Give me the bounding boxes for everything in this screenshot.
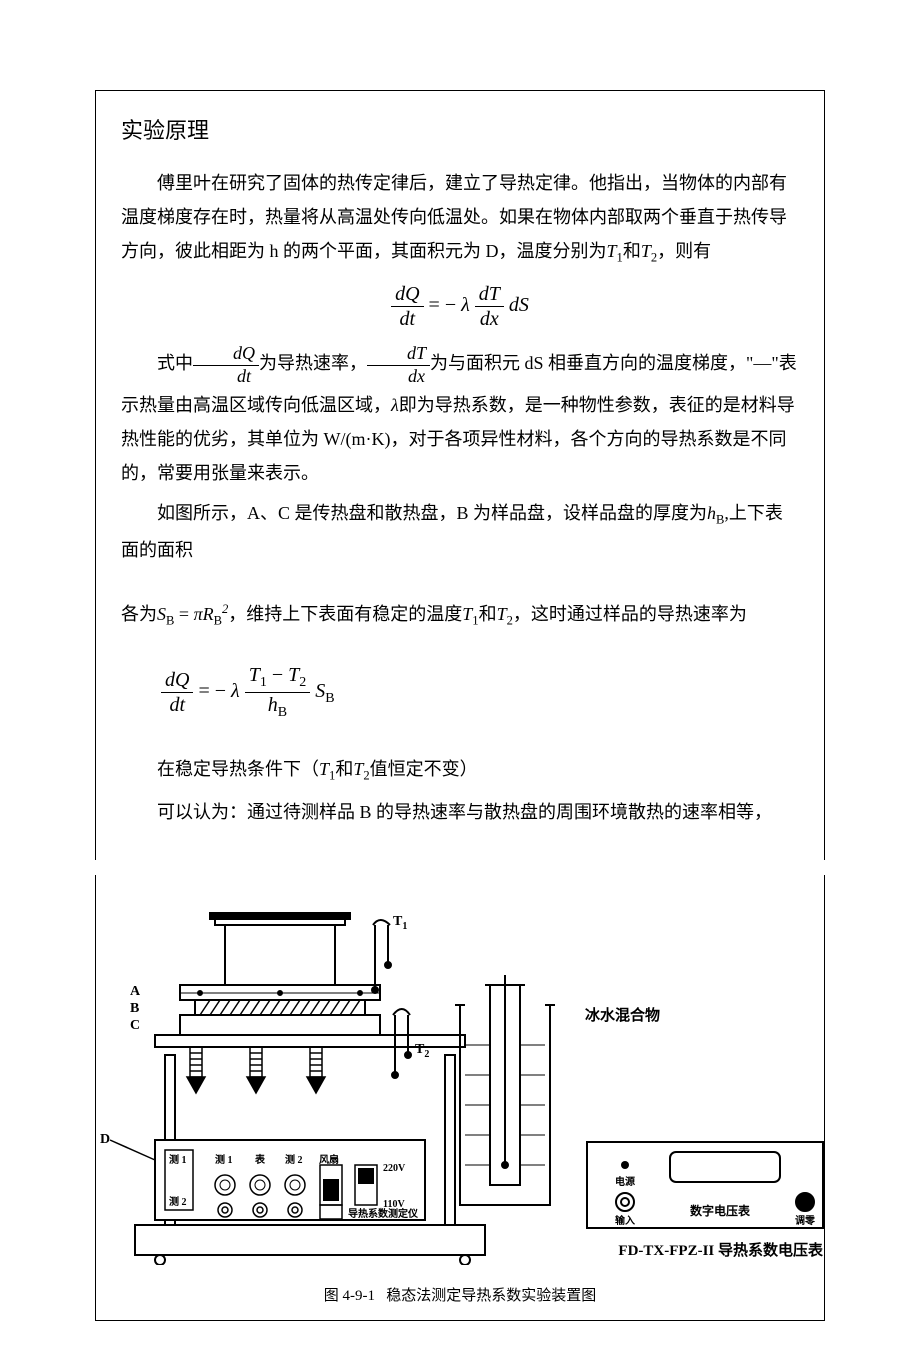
paragraph-2: 式中dQdt为导热速率，dTdx为与面积元 dS 相垂直方向的温度梯度，"—"表… bbox=[121, 343, 799, 490]
svg-text:表: 表 bbox=[254, 1153, 266, 1166]
svg-text:220V: 220V bbox=[383, 1163, 406, 1174]
svg-text:导热系数测定仪: 导热系数测定仪 bbox=[348, 1207, 419, 1220]
paragraph-1: 傅里叶在研究了固体的热传定律后，建立了导热定律。他指出，当物体的内部有温度梯度存… bbox=[121, 166, 799, 271]
label-C: C bbox=[130, 1018, 140, 1033]
label-B: B bbox=[130, 1001, 139, 1016]
svg-text:输入: 输入 bbox=[615, 1214, 635, 1227]
label-A: A bbox=[130, 984, 141, 999]
frac-dQdt-2: dQ dt bbox=[161, 668, 193, 717]
paragraph-5: 在稳定导热条件下（T1和T2值恒定不变） bbox=[121, 752, 799, 789]
frac-Tdiff: T1 − T2 hB bbox=[245, 663, 311, 722]
equation-2: dQ dt = − λ T1 − T2 hB SB bbox=[161, 663, 799, 722]
figure-caption: 图 4-9-1 稳态法测定导热系数实验装置图 bbox=[111, 1283, 809, 1310]
paragraph-3: 如图所示，A、C 是传热盘和散热盘，B 为样品盘，设样品盘的厚度为hB,上下表面… bbox=[121, 496, 799, 567]
svg-text:风扇: 风扇 bbox=[319, 1153, 339, 1166]
svg-text:测 2: 测 2 bbox=[169, 1195, 187, 1208]
T2: T2 bbox=[641, 241, 657, 261]
section-title: 实验原理 bbox=[121, 111, 799, 151]
svg-text:电源: 电源 bbox=[615, 1175, 635, 1188]
frac-dTdx: dT dx bbox=[475, 282, 504, 331]
inline-frac-2: dTdx bbox=[367, 343, 430, 387]
figure-container: A B C D T1 T2 测 1 测 1 表 测 2 风扇 220V 110V… bbox=[95, 875, 825, 1321]
T1: T1 bbox=[607, 241, 623, 261]
right-column: 冰水混合物 电源 输入 数字电压表 调零 FD-TX-FPZ-II 导热系数电压… bbox=[585, 1003, 825, 1265]
equation-1: dQ dt = − λ dT dx dS bbox=[121, 282, 799, 331]
paragraph-4: 各为SB = πRB2，维持上下表面有稳定的温度T1和T2，这时通过样品的导热速… bbox=[121, 597, 799, 634]
content-frame: 实验原理 傅里叶在研究了固体的热传定律后，建立了导热定律。他指出，当物体的内部有… bbox=[95, 90, 825, 860]
figure-row: A B C D T1 T2 测 1 测 1 表 测 2 风扇 220V 110V… bbox=[111, 905, 809, 1265]
p1-end: ，则有 bbox=[657, 241, 711, 261]
SB-eq: SB = πRB2 bbox=[157, 604, 228, 624]
paragraph-6: 可以认为：通过待测样品 B 的导热速率与散热盘的周围环境散热的速率相等， bbox=[121, 795, 799, 829]
hB: hB bbox=[707, 503, 724, 523]
svg-text:测 1: 测 1 bbox=[215, 1153, 233, 1166]
svg-text:T1: T1 bbox=[393, 914, 407, 932]
apparatus-diagram: A B C D T1 T2 测 1 测 1 表 测 2 风扇 220V 110V… bbox=[95, 905, 565, 1265]
frac-dQdt: dQ dt bbox=[391, 282, 423, 331]
voltmeter-caption: FD-TX-FPZ-II 导热系数电压表 bbox=[585, 1238, 825, 1265]
label-D: D bbox=[100, 1132, 110, 1147]
svg-text:测 1: 测 1 bbox=[169, 1153, 187, 1166]
ice-mixture-label: 冰水混合物 bbox=[585, 1003, 825, 1030]
svg-text:测 2: 测 2 bbox=[285, 1153, 303, 1166]
and1: 和 bbox=[623, 241, 641, 261]
svg-text:数字电压表: 数字电压表 bbox=[690, 1203, 751, 1218]
inline-frac-1: dQdt bbox=[193, 343, 259, 387]
svg-text:调零: 调零 bbox=[795, 1214, 816, 1227]
voltmeter-diagram: 电源 输入 数字电压表 调零 bbox=[585, 1140, 825, 1230]
